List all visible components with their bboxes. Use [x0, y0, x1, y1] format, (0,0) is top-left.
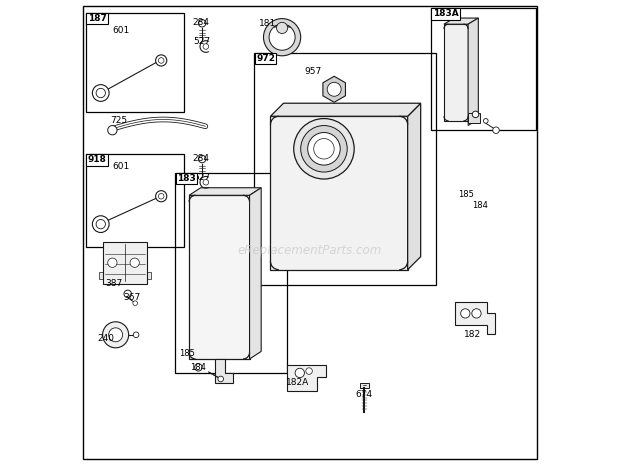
Polygon shape: [147, 272, 151, 279]
Circle shape: [264, 19, 301, 56]
Text: 181: 181: [259, 19, 276, 28]
Circle shape: [306, 368, 312, 374]
Circle shape: [108, 126, 117, 135]
Bar: [86, 154, 184, 247]
Text: 367: 367: [123, 293, 140, 302]
Circle shape: [203, 44, 208, 49]
Polygon shape: [468, 115, 478, 126]
Bar: [86, 13, 184, 112]
Circle shape: [156, 55, 167, 66]
Text: 183A: 183A: [433, 9, 459, 18]
Polygon shape: [468, 113, 480, 123]
Text: 284: 284: [193, 18, 210, 27]
Polygon shape: [270, 116, 408, 270]
Text: 185: 185: [179, 349, 195, 358]
Circle shape: [156, 191, 167, 202]
Circle shape: [124, 290, 131, 298]
Circle shape: [277, 22, 288, 33]
Text: 184: 184: [472, 201, 488, 210]
Polygon shape: [444, 24, 468, 121]
Text: 387: 387: [105, 279, 123, 288]
Bar: [254, 53, 435, 285]
Polygon shape: [468, 18, 478, 121]
Text: 527: 527: [193, 37, 210, 47]
Circle shape: [198, 20, 206, 27]
Polygon shape: [215, 359, 233, 383]
Circle shape: [294, 119, 354, 179]
Text: 240: 240: [97, 334, 114, 343]
Bar: [431, 8, 536, 130]
Circle shape: [133, 301, 138, 306]
Text: 182: 182: [464, 330, 482, 339]
Circle shape: [218, 376, 223, 382]
Polygon shape: [360, 383, 368, 388]
Circle shape: [472, 111, 479, 118]
Circle shape: [159, 193, 164, 199]
Circle shape: [130, 258, 140, 267]
Text: 601: 601: [112, 162, 130, 171]
Polygon shape: [323, 76, 345, 102]
Circle shape: [133, 332, 139, 338]
Text: 284: 284: [193, 153, 210, 163]
Circle shape: [301, 126, 347, 172]
Circle shape: [195, 364, 202, 371]
Circle shape: [327, 82, 341, 96]
Circle shape: [92, 85, 109, 101]
Text: 185: 185: [458, 190, 474, 199]
Polygon shape: [408, 103, 420, 270]
Circle shape: [484, 119, 488, 123]
Text: eReplacementParts.com: eReplacementParts.com: [238, 244, 382, 257]
Circle shape: [159, 58, 164, 63]
Bar: [175, 173, 286, 373]
Circle shape: [295, 368, 304, 378]
Polygon shape: [99, 272, 103, 279]
Circle shape: [203, 179, 208, 185]
Circle shape: [269, 24, 295, 50]
Polygon shape: [455, 302, 495, 334]
Circle shape: [308, 133, 340, 165]
Text: 957: 957: [304, 67, 322, 76]
Circle shape: [472, 309, 481, 318]
Polygon shape: [270, 103, 420, 116]
Circle shape: [461, 309, 470, 318]
Circle shape: [102, 322, 128, 348]
Text: 182A: 182A: [286, 378, 309, 387]
Text: 187: 187: [87, 14, 107, 23]
Text: 601: 601: [112, 26, 130, 35]
Polygon shape: [249, 188, 261, 359]
Circle shape: [198, 155, 206, 163]
Text: 183: 183: [177, 174, 196, 183]
Text: 674: 674: [355, 390, 373, 399]
Text: 725: 725: [110, 116, 127, 126]
Circle shape: [92, 216, 109, 232]
Polygon shape: [103, 242, 147, 284]
Circle shape: [314, 139, 334, 159]
Polygon shape: [189, 195, 249, 359]
Text: 184: 184: [190, 363, 206, 372]
Circle shape: [108, 258, 117, 267]
Polygon shape: [286, 365, 326, 391]
Text: 527: 527: [193, 173, 210, 182]
Polygon shape: [444, 18, 478, 24]
Text: 972: 972: [256, 54, 275, 63]
Circle shape: [96, 88, 105, 98]
Polygon shape: [189, 188, 261, 195]
Circle shape: [108, 328, 123, 342]
Circle shape: [493, 127, 499, 133]
Text: 918: 918: [87, 155, 107, 164]
Circle shape: [96, 219, 105, 229]
